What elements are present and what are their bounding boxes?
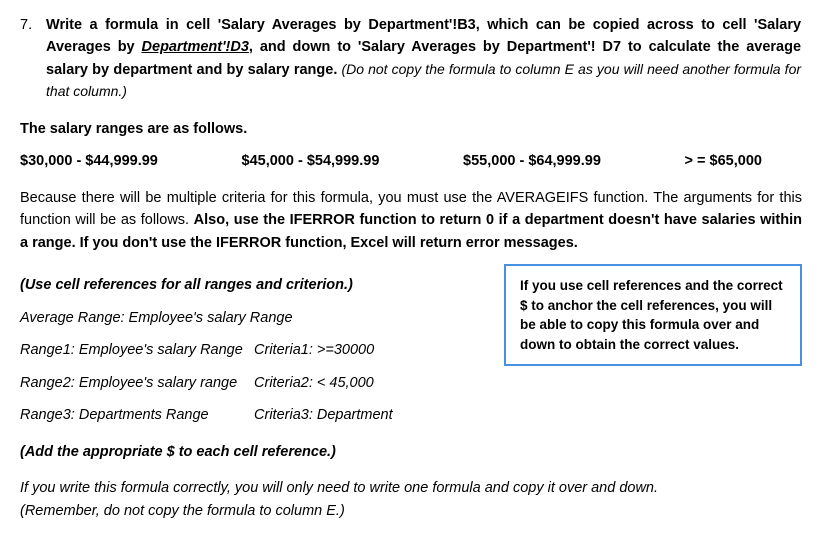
arg-row-2: Range2: Employee's salary range Criteria… — [20, 372, 490, 394]
arg-row-avg: Average Range: Employee's salary Range — [20, 307, 490, 329]
ranges-heading: The salary ranges are as follows. — [20, 118, 802, 140]
salary-ranges-row: $30,000 - $44,999.99 $45,000 - $54,999.9… — [20, 150, 802, 172]
intro-underlined: Department'!D3 — [142, 39, 249, 55]
arg1-label: Range1: Employee's salary Range — [20, 339, 250, 361]
range-4: > = $65,000 — [685, 150, 762, 172]
footer-line-2: (Remember, do not copy the formula to co… — [20, 500, 802, 522]
range-3: $55,000 - $64,999.99 — [463, 150, 601, 172]
footer-line-1: If you write this formula correctly, you… — [20, 477, 802, 499]
use-refs-note: (Use cell references for all ranges and … — [20, 274, 490, 296]
range-1: $30,000 - $44,999.99 — [20, 150, 158, 172]
question-text: Write a formula in cell 'Salary Averages… — [46, 14, 801, 104]
add-dollar-note: (Add the appropriate $ to each cell refe… — [20, 441, 802, 463]
args-column: (Use cell references for all ranges and … — [20, 264, 490, 426]
arg3-criteria: Criteria3: Department — [254, 404, 393, 426]
arg-row-3: Range3: Departments Range Criteria3: Dep… — [20, 404, 490, 426]
tip-callout-box: If you use cell references and the corre… — [504, 264, 802, 366]
arg2-label: Range2: Employee's salary range — [20, 372, 250, 394]
args-and-tip: (Use cell references for all ranges and … — [20, 264, 802, 426]
arg3-label: Range3: Departments Range — [20, 404, 250, 426]
question-number: 7. — [20, 14, 42, 36]
arg2-criteria: Criteria2: < 45,000 — [254, 372, 374, 394]
range-2: $45,000 - $54,999.99 — [242, 150, 380, 172]
arg1-criteria: Criteria1: >=30000 — [254, 339, 374, 361]
question-block: 7. Write a formula in cell 'Salary Avera… — [20, 14, 802, 104]
explanation-para: Because there will be multiple criteria … — [20, 187, 802, 254]
arg-row-1: Range1: Employee's salary Range Criteria… — [20, 339, 490, 361]
arg-avg-label: Average Range: Employee's salary Range — [20, 307, 293, 329]
